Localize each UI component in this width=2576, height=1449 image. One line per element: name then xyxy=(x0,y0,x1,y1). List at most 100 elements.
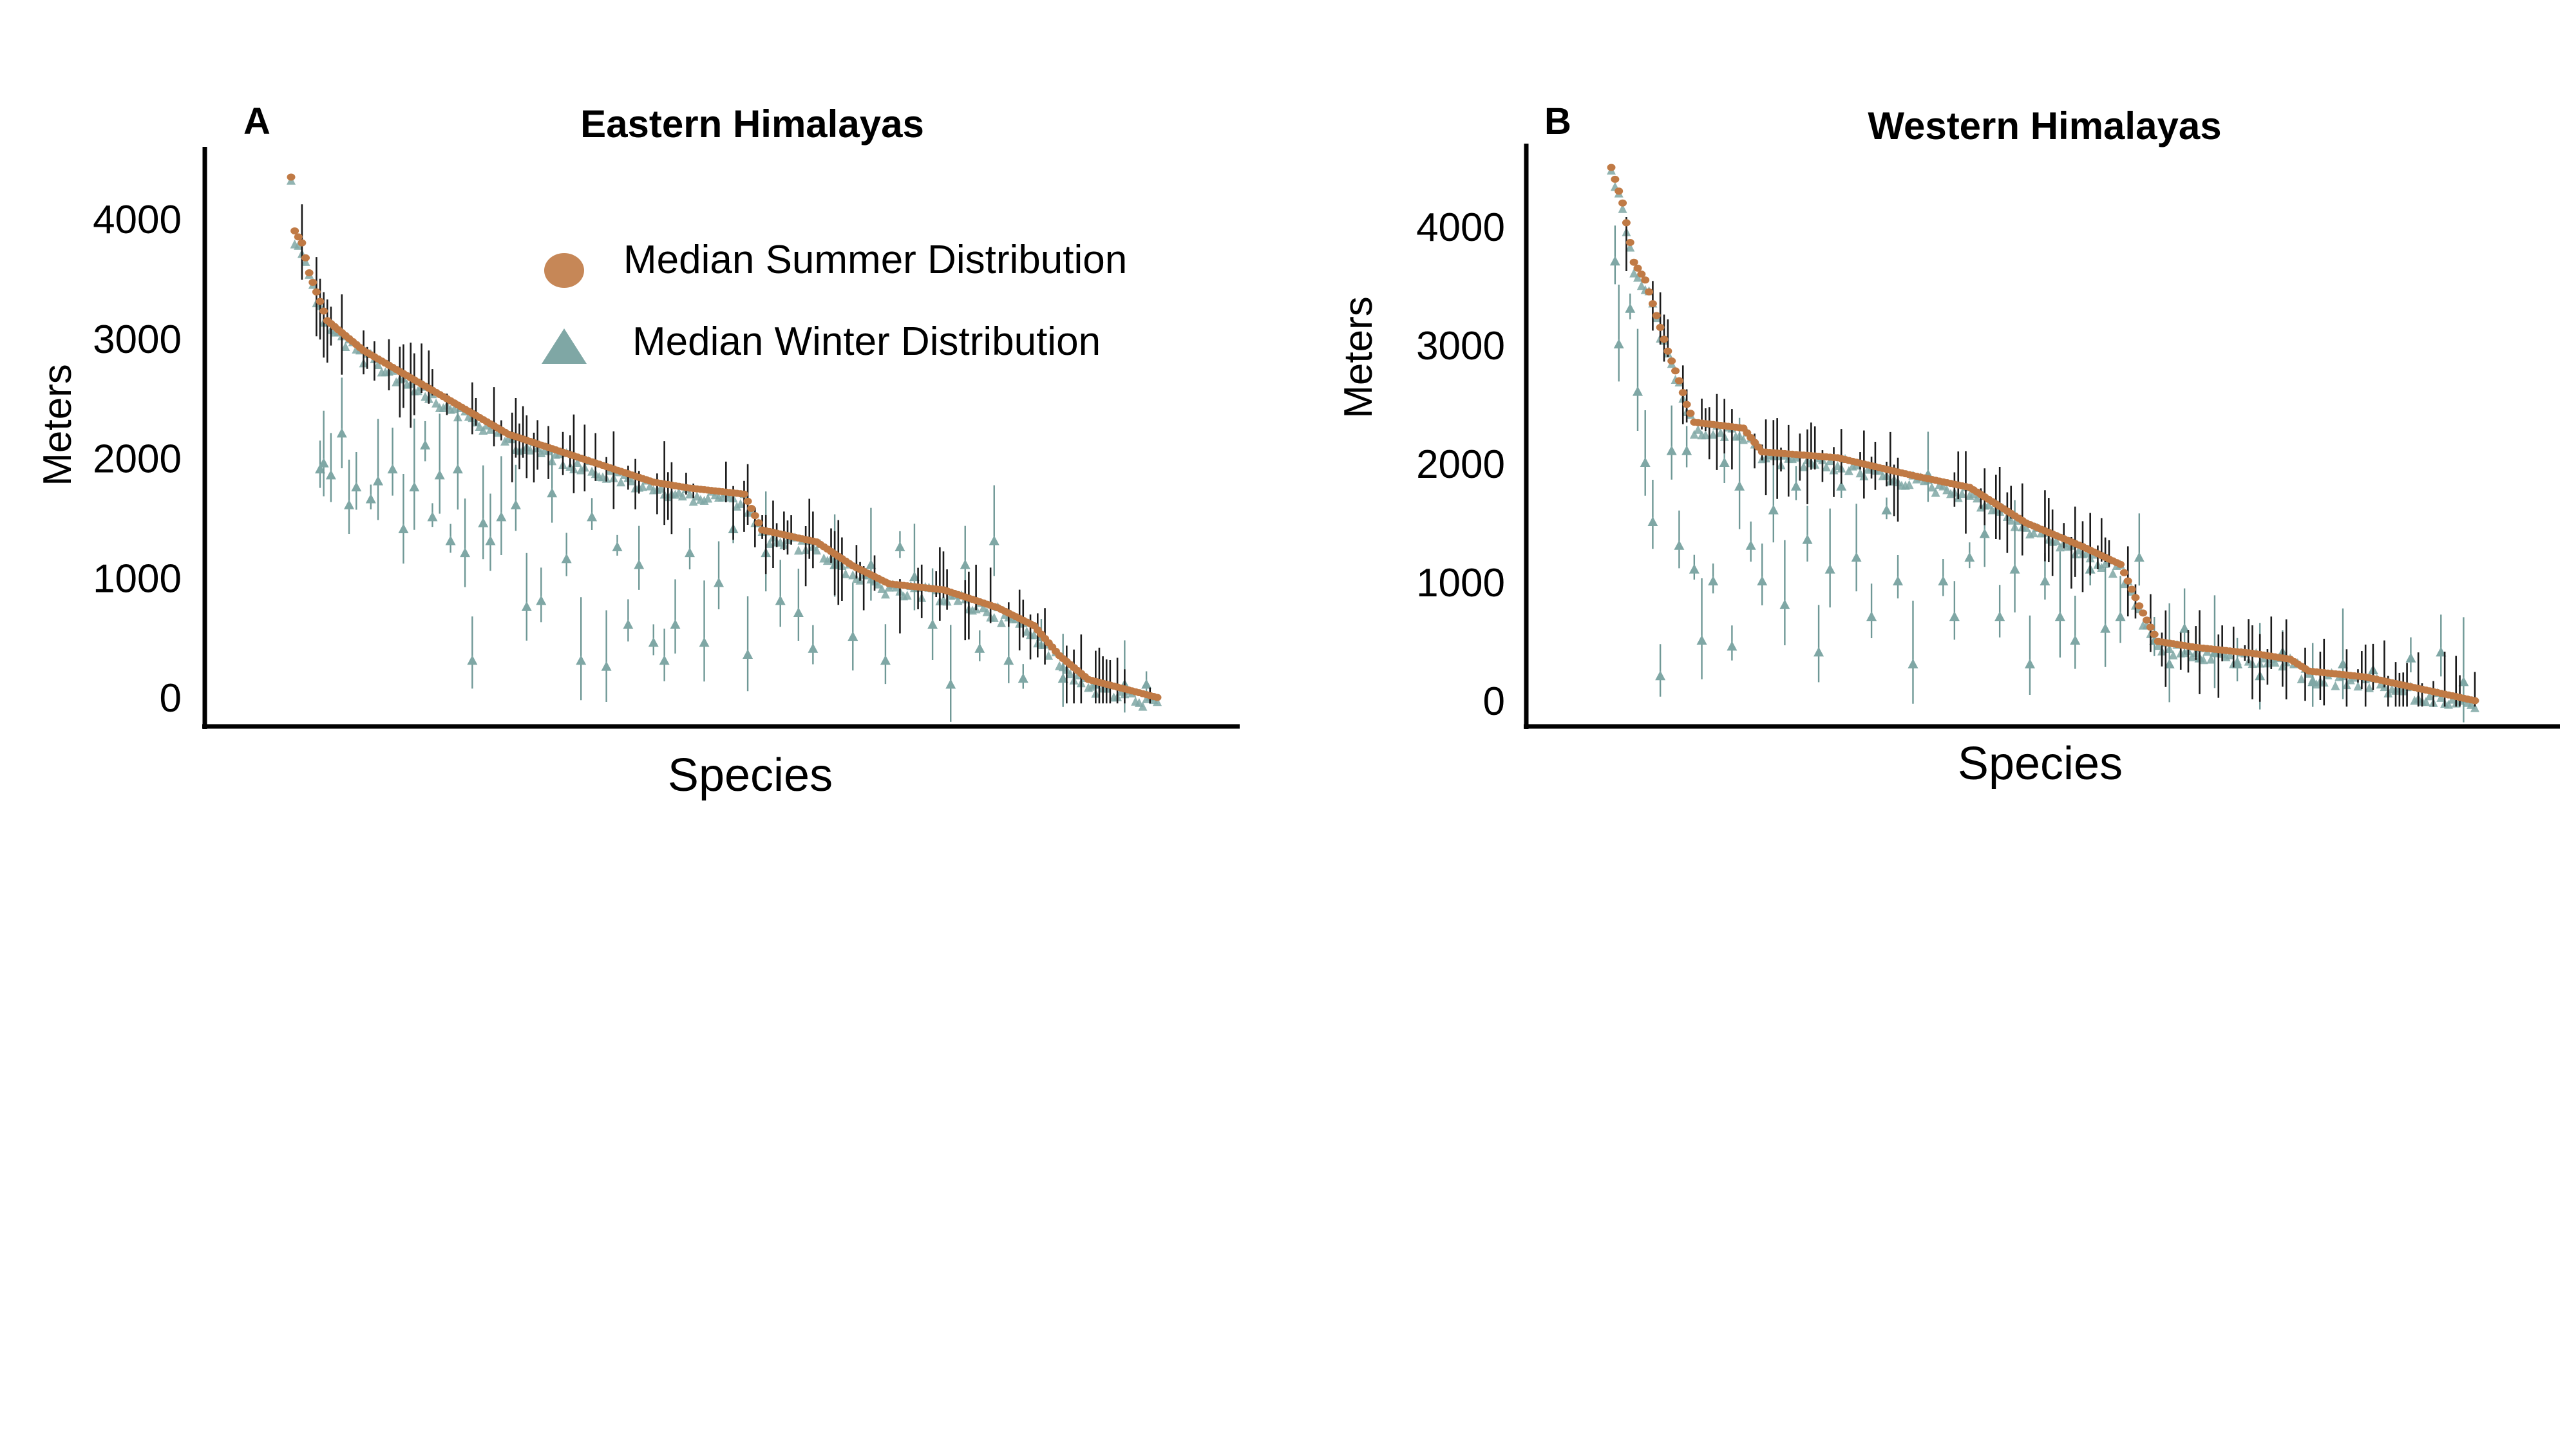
winter-marker xyxy=(1851,552,1862,562)
panel-a-x-axis-label: Species xyxy=(668,750,833,801)
winter-marker xyxy=(2100,623,2111,633)
winter-marker xyxy=(1768,504,1779,515)
winter-marker xyxy=(1625,242,1635,252)
summer-marker xyxy=(1615,187,1624,195)
y-tick-label: 1000 xyxy=(1416,561,1505,605)
summer-marker xyxy=(1625,239,1634,247)
winter-marker xyxy=(526,445,535,455)
winter-marker xyxy=(953,596,963,605)
summer-marker xyxy=(1648,300,1657,308)
winter-marker xyxy=(2154,641,2163,650)
winter-marker xyxy=(1636,281,1646,290)
winter-marker xyxy=(638,482,647,491)
winter-marker xyxy=(2425,691,2434,701)
panel-b-western-himalayas: B Western Himalayas Meters Species 0 1000… xyxy=(1336,100,2560,790)
winter-marker xyxy=(2331,681,2340,690)
summer-marker xyxy=(2146,623,2155,631)
panel-a-y-tick-labels: 0 1000 2000 3000 4000 xyxy=(93,198,182,721)
summer-marker xyxy=(754,519,763,527)
y-tick-label: 4000 xyxy=(1416,205,1505,250)
winter-marker xyxy=(521,601,532,611)
winter-marker xyxy=(2405,652,2416,663)
winter-marker xyxy=(1821,462,1831,471)
y-tick-label: 0 xyxy=(1483,679,1505,724)
winter-marker xyxy=(685,489,695,498)
winter-marker xyxy=(601,661,612,671)
winter-marker xyxy=(315,464,326,474)
y-tick-label: 1000 xyxy=(93,556,182,601)
winter-marker xyxy=(427,511,438,522)
winter-marker xyxy=(2179,623,2190,633)
summer-marker xyxy=(301,254,310,261)
legend-summer-label: Median Summer Distribution xyxy=(623,238,1127,282)
winter-marker xyxy=(2225,650,2235,659)
summer-marker xyxy=(312,288,321,296)
winter-marker xyxy=(2168,650,2178,659)
winter-marker xyxy=(848,631,858,641)
winter-marker xyxy=(793,607,804,617)
winter-marker xyxy=(764,538,774,548)
summer-marker xyxy=(316,298,325,305)
winter-marker xyxy=(880,655,891,665)
panel-a-title: Eastern Himalayas xyxy=(580,102,924,146)
summer-marker xyxy=(1607,164,1616,171)
winter-marker xyxy=(452,464,463,474)
winter-marker xyxy=(1727,641,1738,651)
summer-marker xyxy=(1629,258,1638,266)
winter-marker xyxy=(1908,658,1918,668)
winter-marker xyxy=(365,493,376,504)
winter-marker xyxy=(1708,576,1719,585)
summer-marker xyxy=(2116,560,2125,568)
winter-marker xyxy=(775,595,786,605)
summer-marker xyxy=(1611,175,1620,183)
winter-marker xyxy=(1640,457,1651,467)
winter-marker xyxy=(2353,681,2363,691)
panel-b-letter: B xyxy=(1544,100,1571,142)
winter-marker xyxy=(1689,430,1699,439)
y-tick-label: 3000 xyxy=(93,317,182,362)
winter-marker xyxy=(670,619,681,629)
winter-marker xyxy=(2081,548,2091,558)
y-tick-label: 3000 xyxy=(1416,324,1505,368)
winter-marker xyxy=(1647,516,1658,526)
winter-marker xyxy=(873,579,883,589)
winter-marker xyxy=(398,523,409,533)
summer-marker xyxy=(1667,357,1676,365)
winter-marker xyxy=(1863,464,1873,474)
winter-marker xyxy=(699,637,710,647)
panel-b-y-axis-label: Meters xyxy=(1336,296,1381,418)
winter-marker xyxy=(2444,699,2454,709)
winter-marker xyxy=(1931,488,1940,497)
winter-marker xyxy=(2164,658,2175,668)
winter-marker xyxy=(1973,493,1982,503)
winter-marker xyxy=(2040,576,2050,585)
winter-marker xyxy=(1938,576,1949,585)
winter-marker xyxy=(1138,701,1148,711)
summer-marker xyxy=(1663,347,1672,355)
winter-marker xyxy=(409,481,420,491)
winter-marker xyxy=(1799,462,1808,471)
winter-marker xyxy=(1984,500,1993,509)
winter-marker xyxy=(880,589,890,599)
winter-marker xyxy=(510,499,521,509)
summer-marker xyxy=(319,307,328,315)
legend-winter-label: Median Winter Distribution xyxy=(632,319,1101,364)
summer-marker xyxy=(747,505,756,513)
winter-marker xyxy=(927,619,938,629)
winter-marker xyxy=(2025,658,2036,668)
winter-marker xyxy=(1003,655,1014,665)
summer-marker xyxy=(2150,630,2159,638)
summer-marker xyxy=(2135,602,2144,610)
winter-marker xyxy=(703,493,713,503)
y-tick-label: 4000 xyxy=(93,198,182,242)
winter-marker xyxy=(2421,697,2430,706)
winter-marker xyxy=(536,595,547,605)
winter-marker xyxy=(1633,272,1642,282)
summer-marker xyxy=(305,269,314,277)
winter-marker xyxy=(743,649,753,659)
winter-marker xyxy=(576,655,587,665)
winter-marker xyxy=(1745,540,1756,550)
winter-marker xyxy=(1693,424,1703,434)
winter-marker xyxy=(735,498,745,508)
